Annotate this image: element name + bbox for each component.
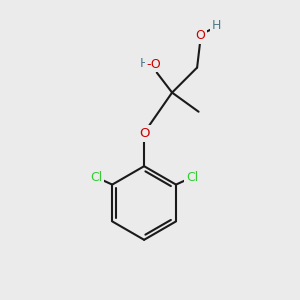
Text: Cl: Cl (90, 171, 102, 184)
Text: H: H (212, 19, 221, 32)
Text: -O: -O (146, 58, 161, 71)
Text: H: H (140, 57, 149, 70)
Text: O: O (196, 29, 206, 42)
Text: Cl: Cl (186, 171, 198, 184)
Text: O: O (139, 127, 149, 140)
